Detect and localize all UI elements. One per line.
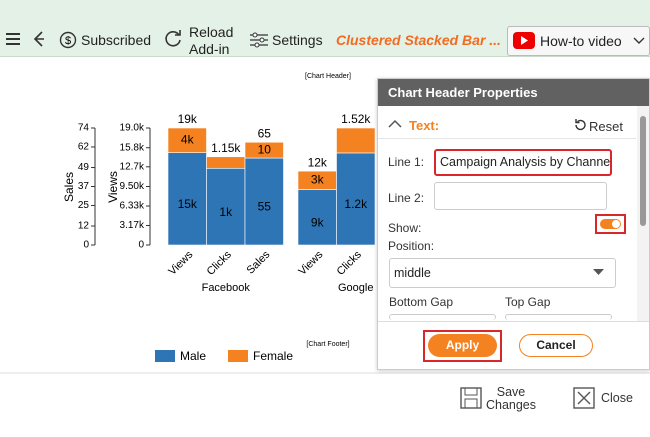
axis-title: Sales [62, 172, 76, 202]
total-label: 1.15k [211, 141, 241, 155]
group-label: Facebook [202, 282, 251, 294]
legend-label: Male [180, 349, 206, 363]
bar-segment [297, 189, 337, 246]
value-label: 4k [181, 132, 195, 146]
svg-text:$: $ [65, 35, 71, 47]
close-button[interactable]: Close [601, 391, 633, 405]
tick-label: 62 [78, 142, 90, 153]
line2-label: Line 2: [388, 191, 425, 205]
bar-segment [244, 141, 284, 159]
subscribed-icon: $ [59, 31, 77, 49]
total-label: 19k [178, 112, 198, 126]
bottom-gap-input[interactable] [389, 314, 496, 320]
bar-segment [206, 156, 246, 169]
tick-label: 9.50k [120, 181, 145, 192]
reload-button[interactable]: Reload Add-in [189, 24, 234, 57]
tick-label: 0 [138, 240, 144, 251]
category-label: Views [296, 248, 325, 277]
value-label: 1k [219, 205, 233, 219]
value-label: 9k [311, 215, 325, 229]
subscribed-button[interactable]: Subscribed [81, 32, 152, 48]
settings-button[interactable]: Settings [272, 32, 323, 48]
video-button[interactable]: How-to video [507, 26, 650, 56]
header-placeholder: [Chart Header] [305, 73, 351, 80]
group-label: Google [338, 282, 373, 294]
bar-segment [167, 152, 207, 246]
bar-segment [336, 152, 376, 246]
bar-segment [336, 127, 376, 154]
toolbar: $ Subscribed Reload Add-in Settings Clus… [0, 0, 650, 57]
category-label: Views [166, 248, 195, 277]
total-label: 12k [308, 155, 328, 169]
line1-input[interactable]: Campaign Analysis by Channe [434, 149, 612, 176]
tick-label: 15.8k [120, 142, 145, 153]
nav-icons[interactable] [4, 30, 44, 50]
value-label: 10 [258, 142, 272, 156]
collapse-icon[interactable] [388, 119, 402, 129]
legend-swatch [228, 350, 248, 362]
position-select[interactable]: middle [389, 258, 616, 288]
tick-label: 12.7k [120, 161, 145, 172]
select-caret [593, 269, 604, 275]
show-toggle[interactable] [595, 214, 626, 234]
legend-label: Female [253, 349, 293, 363]
total-label: 1.52k [341, 112, 371, 126]
tick-label: 74 [78, 123, 90, 134]
save-button[interactable]: Save Changes [485, 385, 537, 412]
value-label: 1.2k [344, 197, 368, 211]
value-label: 55 [258, 200, 272, 214]
reset-icon [575, 119, 586, 131]
bar-segment [167, 127, 207, 153]
section-title[interactable]: Text: [409, 118, 440, 133]
caret [633, 37, 645, 44]
panel-title: Chart Header Properties [378, 79, 649, 106]
separator [378, 321, 649, 322]
tick-label: 12 [78, 221, 90, 232]
bar-segment [206, 167, 246, 246]
cancel-button[interactable]: Cancel [519, 334, 593, 357]
top-gap-input[interactable] [505, 314, 612, 320]
save-icon [460, 387, 482, 409]
category-label: Sales [244, 248, 272, 276]
bar-segment [244, 157, 284, 246]
tick-label: 25 [78, 200, 90, 211]
reload-icon [165, 30, 181, 47]
close-icon [573, 387, 595, 409]
tick-label: 3.17k [120, 220, 145, 231]
legend-swatch [155, 350, 175, 362]
properties-panel: Chart Header Properties Text: Reset Line… [377, 78, 650, 370]
position-label: Position: [388, 239, 435, 253]
value-label: 3k [311, 173, 325, 187]
tick-label: 49 [78, 162, 90, 173]
category-label: Clicks [335, 248, 365, 278]
youtube-icon [513, 32, 535, 49]
settings-icon [250, 32, 268, 48]
line1-label: Line 1: [388, 155, 425, 169]
line2-input[interactable] [434, 182, 607, 210]
footer-placeholder: [Chart Footer] [306, 341, 349, 348]
separator [378, 138, 636, 139]
scrollbar[interactable] [637, 106, 649, 321]
reset-button[interactable]: Reset [589, 119, 623, 134]
tick-label: 19.0k [120, 123, 145, 134]
value-label: 15k [178, 197, 198, 211]
tick-label: 6.33k [120, 201, 145, 212]
chart-name: Clustered Stacked Bar ... [336, 32, 501, 48]
category-label: Clicks [205, 248, 235, 278]
apply-highlight [423, 330, 502, 362]
axis-title: Views [106, 171, 120, 203]
show-label: Show: [388, 221, 422, 235]
tick-label: 0 [83, 240, 89, 251]
bottom-gap-label: Bottom Gap [389, 295, 454, 309]
apply-button[interactable]: Apply [428, 334, 497, 357]
top-gap-label: Top Gap [505, 295, 551, 309]
video-label: How-to video [540, 33, 622, 49]
tick-label: 37 [78, 181, 90, 192]
total-label: 65 [258, 126, 272, 140]
chart: [Chart Header] [Chart Footer] Sales 0 12 25… [0, 73, 650, 374]
